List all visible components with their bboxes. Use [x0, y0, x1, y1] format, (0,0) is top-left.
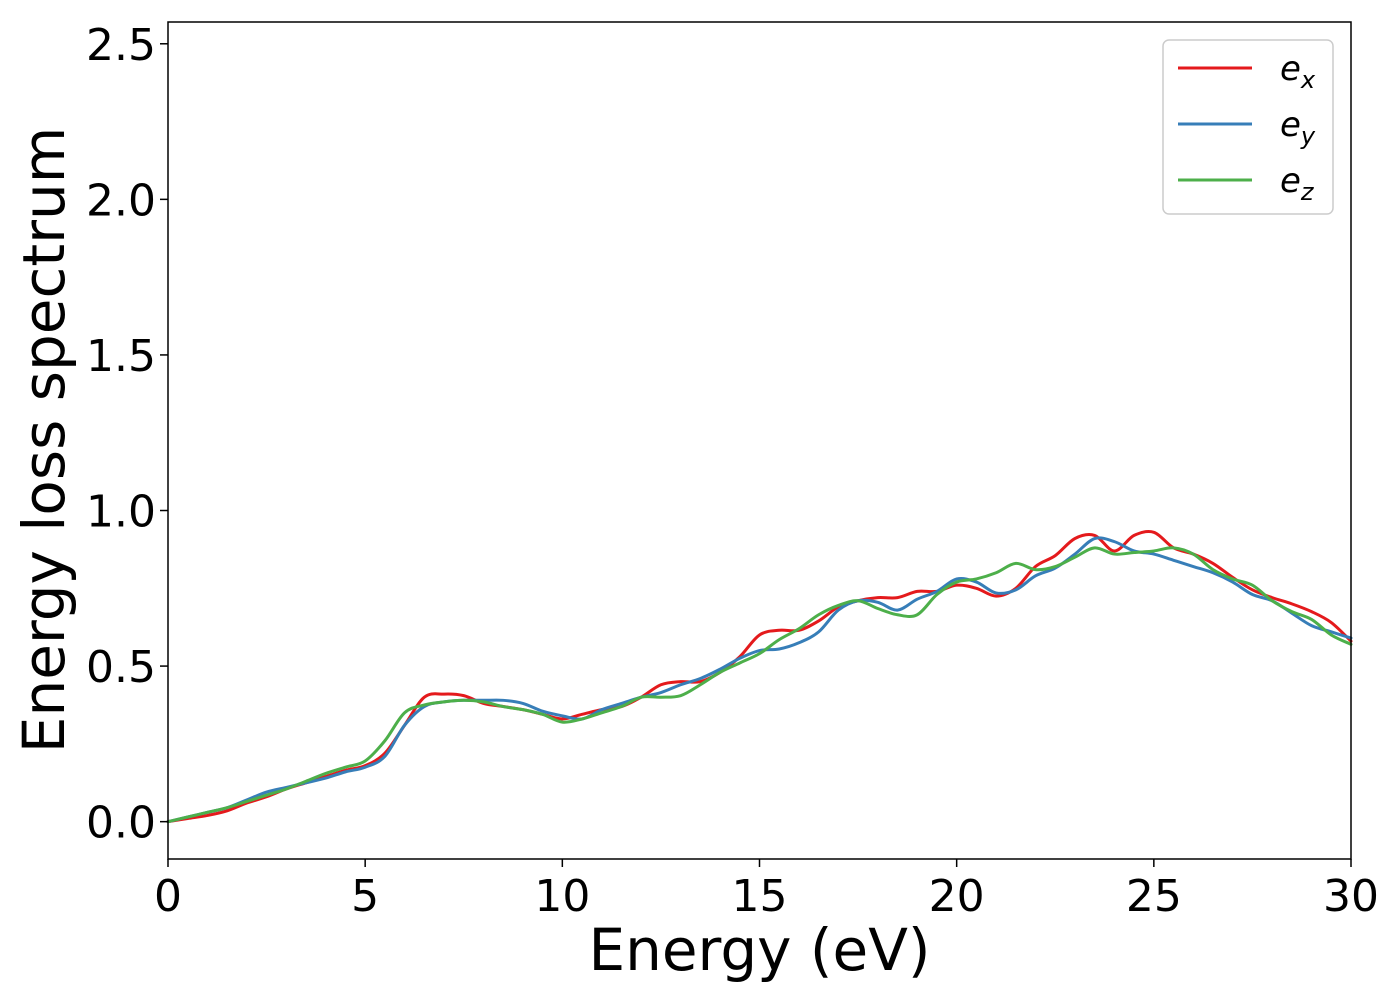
series-layer [166, 529, 1353, 824]
legend-label-x: ex [1280, 49, 1316, 94]
x-tick-label: 20 [929, 871, 985, 922]
y-tick-label: 1.5 [86, 331, 156, 382]
plot-frame [167, 21, 1352, 860]
x-axis-title: Energy (eV) [588, 916, 930, 984]
y-axis-ticks: 0.0 0.5 1.0 1.5 2.0 2.5 [86, 20, 168, 849]
legend: ex ey ez [1162, 39, 1334, 215]
legend-entries: ex ey ez [1178, 49, 1316, 206]
series-line-z [166, 546, 1353, 824]
y-tick-label: 2.5 [86, 20, 156, 71]
legend-box [1162, 39, 1334, 215]
legend-label-y: ey [1280, 105, 1316, 150]
y-tick-label: 2.0 [86, 175, 156, 226]
x-tick-label: 0 [154, 871, 182, 922]
x-axis-ticks: 0 5 10 15 20 25 30 [154, 859, 1379, 922]
x-tick-label: 25 [1126, 871, 1182, 922]
y-tick-label: 0.5 [86, 642, 156, 693]
y-tick-label: 1.0 [86, 487, 156, 538]
x-tick-label: 15 [732, 871, 788, 922]
plot-background [168, 22, 1351, 859]
x-tick-label: 30 [1323, 871, 1379, 922]
legend-label-z: ez [1280, 161, 1315, 206]
y-axis-title: Energy loss spectrum [10, 127, 78, 753]
y-tick-label: 0.0 [86, 798, 156, 849]
x-tick-label: 5 [351, 871, 379, 922]
x-tick-label: 10 [534, 871, 590, 922]
series-line-y [166, 536, 1353, 824]
